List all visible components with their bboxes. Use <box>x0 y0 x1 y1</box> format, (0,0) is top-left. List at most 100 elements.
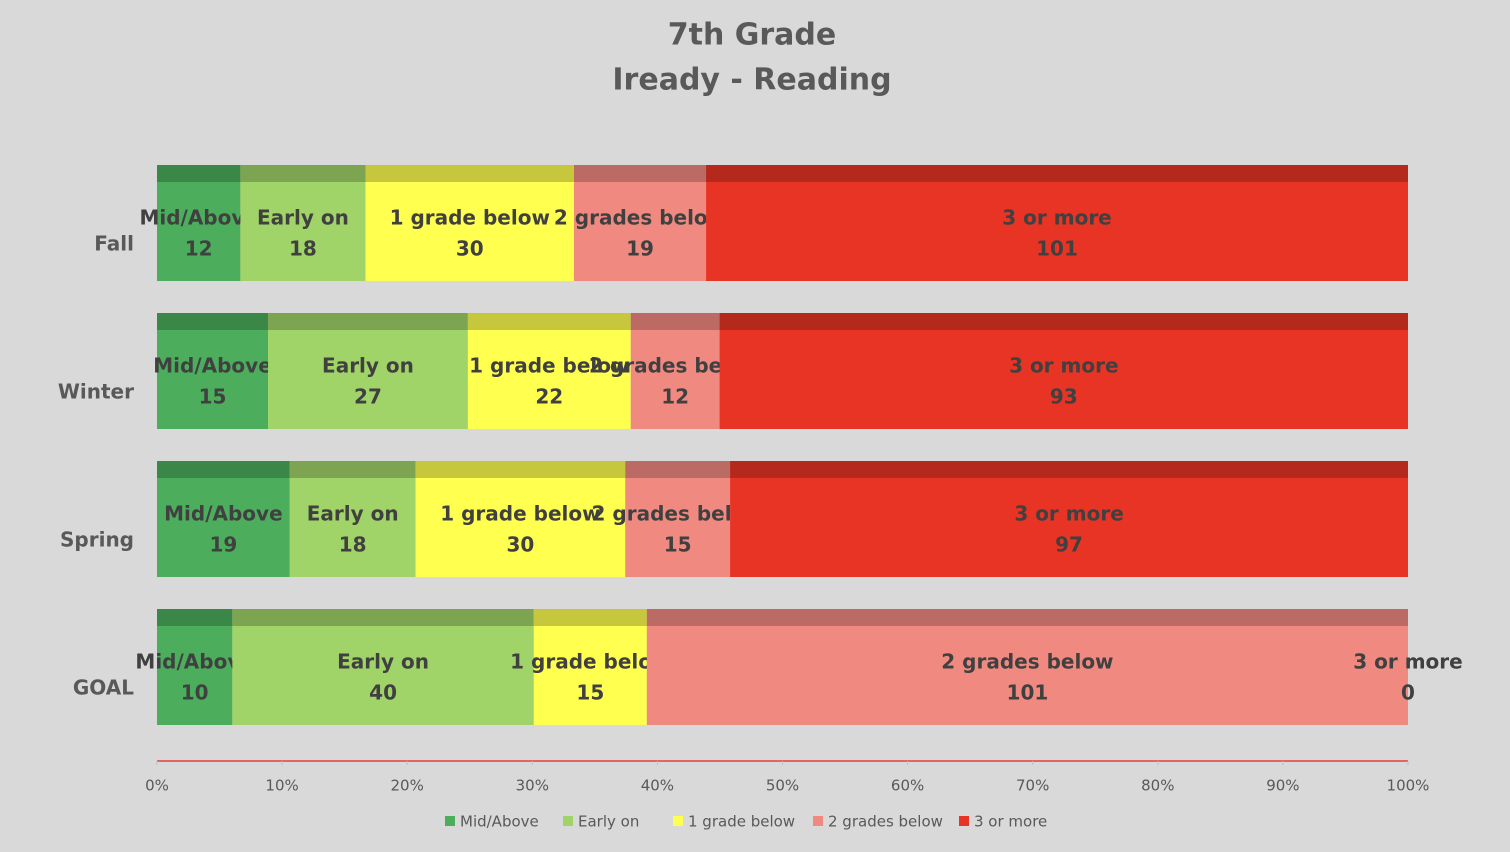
data-label: 18 <box>339 533 367 557</box>
x-tick-label: 60% <box>891 777 924 795</box>
data-label-name: 3 or more <box>1009 354 1118 378</box>
data-label: 19 <box>209 533 237 557</box>
data-label-name: 3 or more <box>1002 206 1111 230</box>
legend-swatch <box>445 816 455 826</box>
data-label-name: 1 grade below <box>440 502 600 526</box>
x-tick-label: 30% <box>516 777 549 795</box>
bar-segment <box>240 165 366 281</box>
data-label: 27 <box>354 385 382 409</box>
data-label-name: Early on <box>322 354 414 378</box>
x-tick-label: 100% <box>1387 777 1430 795</box>
data-label: 15 <box>576 681 604 705</box>
data-label-name: 3 or more <box>1014 502 1123 526</box>
bar-segment <box>719 313 1408 429</box>
bar-shade <box>157 461 290 478</box>
bar-shade <box>706 165 1408 182</box>
legend-swatch <box>563 816 573 826</box>
data-label-name: Mid/Above <box>153 354 272 378</box>
data-label-name: Mid/Above <box>164 502 283 526</box>
bar-segment <box>157 165 241 281</box>
data-label-name: 2 grades below <box>941 650 1113 674</box>
bar-segment <box>625 461 731 577</box>
bar-segment <box>730 461 1408 577</box>
bar-shade <box>157 609 233 626</box>
data-label: 12 <box>661 385 689 409</box>
data-label: 101 <box>1007 681 1049 705</box>
bar-shade <box>533 609 647 626</box>
data-label-name: 1 grade below <box>469 354 629 378</box>
bar-shade <box>268 313 468 330</box>
data-label-name: 2 grades below <box>554 206 726 230</box>
data-label: 15 <box>664 533 692 557</box>
x-tick-label: 80% <box>1141 777 1174 795</box>
x-tick-label: 10% <box>265 777 298 795</box>
legend-label: Early on <box>578 813 639 831</box>
data-label: 30 <box>506 533 534 557</box>
data-label: 30 <box>456 237 484 261</box>
x-tick-label: 70% <box>1016 777 1049 795</box>
legend-swatch <box>673 816 683 826</box>
bar-shade <box>646 609 1408 626</box>
bar-segment <box>467 313 631 429</box>
bar-shade <box>630 313 720 330</box>
data-label-name: Mid/Above <box>139 206 258 230</box>
bar-shade <box>157 165 241 182</box>
data-label: 10 <box>181 681 209 705</box>
data-label: 18 <box>289 237 317 261</box>
y-tick-label: Spring <box>60 528 134 552</box>
chart-title: 7th Grade <box>668 18 837 53</box>
bar-segment <box>646 609 1408 725</box>
y-tick-label: Fall <box>94 232 134 256</box>
bar-shade <box>157 313 269 330</box>
legend-label: 3 or more <box>974 813 1047 831</box>
bar-shade <box>289 461 416 478</box>
bar-shade <box>625 461 731 478</box>
legend-swatch <box>813 816 823 826</box>
data-label-name: Early on <box>337 650 429 674</box>
data-label: 97 <box>1055 533 1083 557</box>
data-label: 0 <box>1401 681 1415 705</box>
data-label-name: 1 grade below <box>390 206 550 230</box>
bar-shade <box>719 313 1408 330</box>
bar-segment <box>365 165 574 281</box>
chart-subtitle: Iready - Reading <box>612 63 891 98</box>
bar-shade <box>730 461 1408 478</box>
bar-shade <box>232 609 534 626</box>
data-label: 12 <box>185 237 213 261</box>
data-label: 101 <box>1036 237 1078 261</box>
data-label-name: Early on <box>257 206 349 230</box>
bar-shade <box>574 165 707 182</box>
bar-segment <box>157 609 233 725</box>
data-label-name: 3 or more <box>1353 650 1462 674</box>
data-label-name: Early on <box>307 502 399 526</box>
bar-segment <box>268 313 468 429</box>
bar-segment <box>630 313 720 429</box>
bar-segment <box>232 609 534 725</box>
data-label: 40 <box>369 681 397 705</box>
x-tick-label: 20% <box>391 777 424 795</box>
bar-segment <box>157 313 269 429</box>
data-label: 19 <box>626 237 654 261</box>
legend-label: Mid/Above <box>460 813 539 831</box>
y-tick-label: Winter <box>58 380 134 404</box>
x-tick-label: 90% <box>1266 777 1299 795</box>
bar-shade <box>240 165 366 182</box>
legend-swatch <box>959 816 969 826</box>
data-label: 22 <box>535 385 563 409</box>
bar-segment <box>289 461 416 577</box>
bar-segment <box>415 461 626 577</box>
bar-shade <box>467 313 631 330</box>
bar-shade <box>415 461 626 478</box>
data-label: 15 <box>199 385 227 409</box>
bar-shade <box>365 165 574 182</box>
legend-label: 1 grade below <box>688 813 795 831</box>
bar-segment <box>574 165 707 281</box>
data-label: 93 <box>1050 385 1078 409</box>
x-tick-label: 0% <box>145 777 169 795</box>
x-tick-label: 40% <box>641 777 674 795</box>
data-label-name: 1 grade below <box>510 650 670 674</box>
x-tick-label: 50% <box>766 777 799 795</box>
bar-segment <box>533 609 647 725</box>
bar-segment <box>157 461 290 577</box>
